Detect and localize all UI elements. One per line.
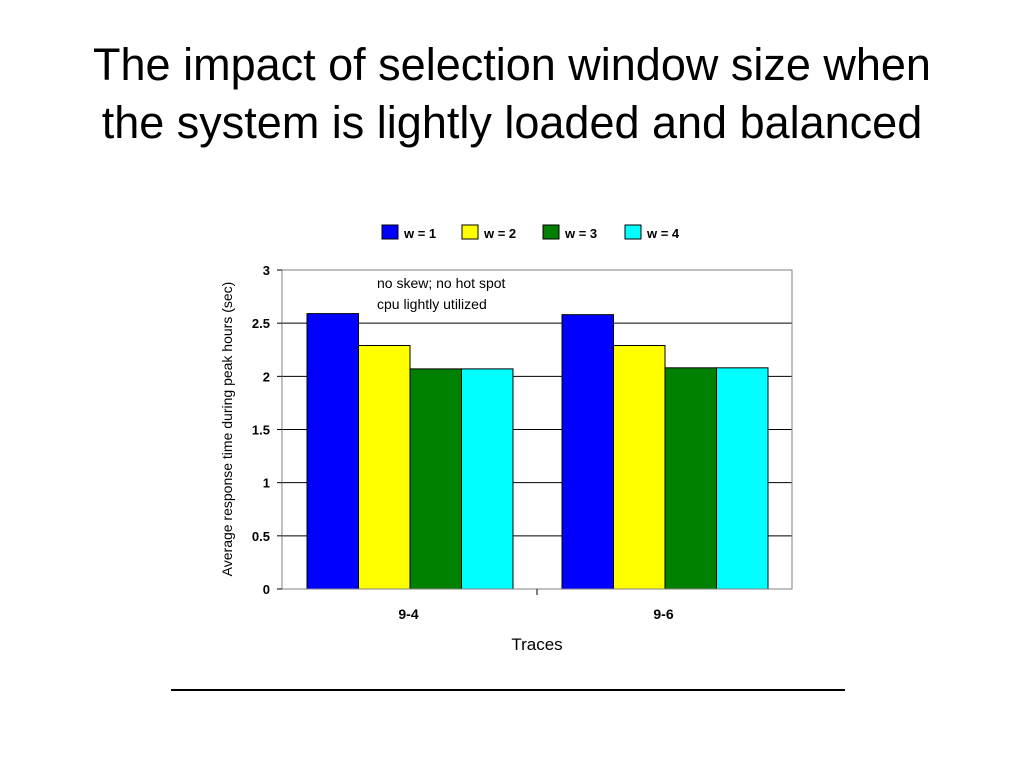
y-tick-label-6: 3	[263, 263, 270, 278]
bar-9-4-series-0	[306, 313, 359, 590]
y-axis-label: Average response time during peak hours …	[219, 282, 235, 577]
y-tick-label-3: 1.5	[252, 423, 270, 438]
bar-9-6-series-3	[716, 367, 769, 590]
slide-divider-line	[171, 689, 845, 691]
bar-9-6-series-1	[613, 344, 666, 590]
legend-swatch-3	[624, 224, 642, 240]
annotation-line-0: no skew; no hot spot	[377, 275, 506, 291]
y-axis-ticks: 0 0.5 1 1.5 2 2.5 3	[252, 263, 282, 597]
bar-9-6-series-0	[561, 314, 614, 590]
legend-label-3: w = 4	[646, 226, 680, 241]
x-tick-label-1: 9-6	[653, 606, 673, 622]
slide-title-line-1: The impact of selection window size when	[93, 39, 931, 90]
slide-title: The impact of selection window size when…	[0, 36, 1024, 152]
bar-9-4-series-2	[409, 368, 462, 590]
annotation-line-1: cpu lightly utilized	[377, 296, 487, 312]
legend-swatch-0	[381, 224, 399, 240]
x-axis-label: Traces	[511, 635, 562, 654]
y-tick-label-5: 2.5	[252, 316, 270, 331]
slide-title-line-2: the system is lightly loaded and balance…	[101, 97, 923, 148]
bar-9-6-series-2	[664, 367, 717, 590]
y-tick-label-0: 0	[263, 582, 270, 597]
chart-bars	[306, 313, 769, 590]
legend-label-0: w = 1	[403, 226, 436, 241]
bar-9-4-series-3	[461, 368, 514, 590]
legend-label-2: w = 3	[564, 226, 597, 241]
x-axis-ticks: 9-4 9-6	[398, 589, 674, 622]
legend-label-1: w = 2	[483, 226, 516, 241]
legend-swatch-2	[542, 224, 560, 240]
legend-swatch-1	[461, 224, 479, 240]
x-tick-label-0: 9-4	[398, 606, 418, 622]
y-tick-label-4: 2	[263, 369, 270, 384]
bar-9-4-series-1	[358, 344, 411, 590]
y-tick-label-2: 1	[263, 476, 270, 491]
chart-legend: w = 1 w = 2 w = 3 w = 4	[381, 224, 680, 241]
y-tick-label-1: 0.5	[252, 529, 270, 544]
chart-annotation: no skew; no hot spot cpu lightly utilized	[377, 275, 506, 312]
